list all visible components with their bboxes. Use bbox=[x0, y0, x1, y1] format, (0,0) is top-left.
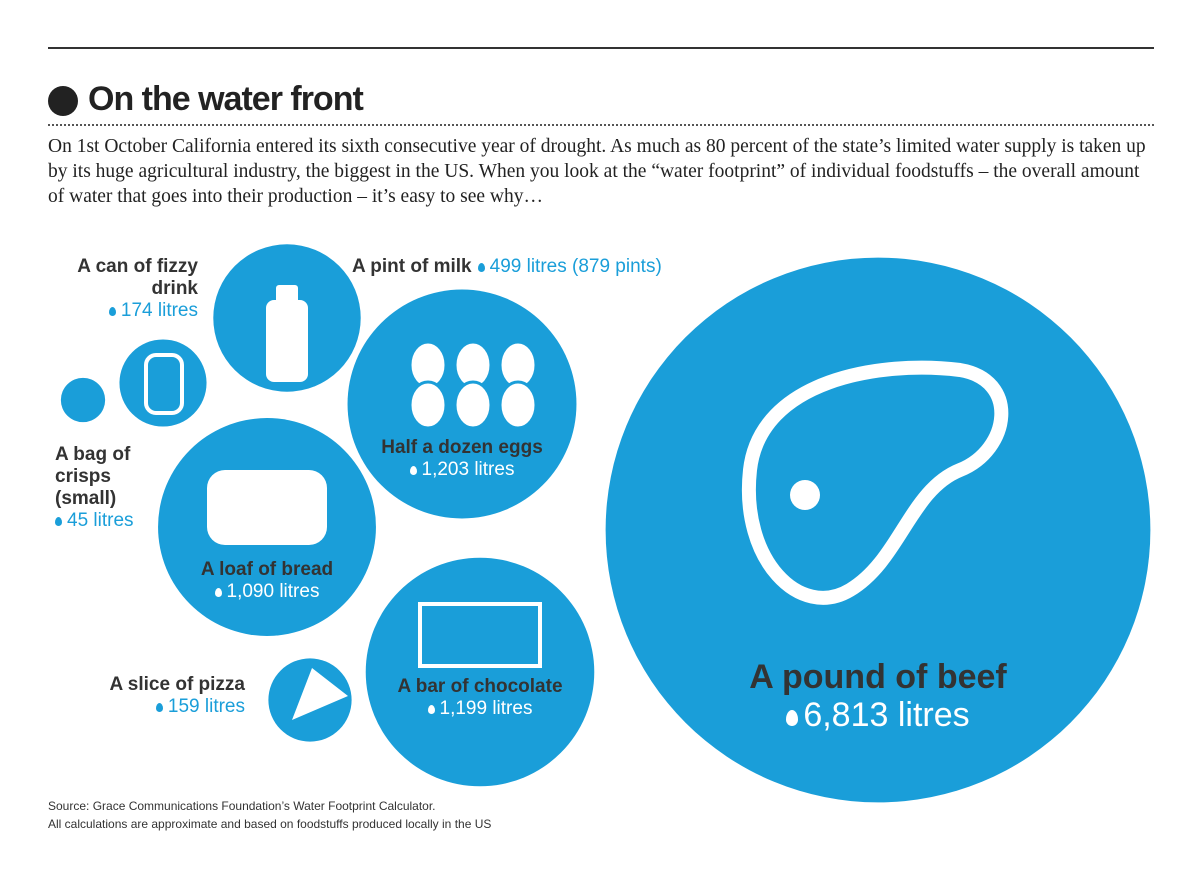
drop-icon bbox=[108, 307, 116, 316]
item-name: A bag of crisps (small) bbox=[55, 444, 131, 509]
pizza-icon bbox=[292, 668, 348, 720]
drop-icon bbox=[427, 705, 435, 714]
bubble-label: A loaf of bread 1,090 litres bbox=[167, 559, 367, 603]
egg-icon bbox=[498, 380, 538, 430]
milk-icon bbox=[276, 285, 298, 305]
bubble-label: Half a dozen eggs 1,203 litres bbox=[362, 437, 562, 481]
value-line: 45 litres bbox=[55, 510, 155, 532]
egg-icon bbox=[408, 380, 448, 430]
item-name: A bar of chocolate bbox=[397, 676, 563, 697]
drop-icon bbox=[409, 466, 417, 475]
milk-icon bbox=[266, 300, 308, 382]
bubble bbox=[60, 377, 106, 423]
beef-icon bbox=[741, 360, 1009, 605]
drop-icon bbox=[55, 517, 62, 526]
value-label: 6,813 litres bbox=[803, 696, 970, 734]
bubble-label: A bag of crisps (small) 45 litres bbox=[55, 444, 155, 532]
bread-icon bbox=[207, 470, 327, 545]
bubble-label: A pound of beef 6,813 litres bbox=[700, 658, 1056, 734]
chocolate-icon bbox=[418, 602, 542, 668]
drop-icon bbox=[155, 703, 163, 712]
source-line: Source: Grace Communications Foundation’… bbox=[48, 799, 436, 813]
value-label: 1,090 litres bbox=[226, 581, 320, 602]
source-line: All calculations are approximate and bas… bbox=[48, 817, 492, 831]
source: Source: Grace Communications Foundation’… bbox=[48, 797, 491, 833]
bubble bbox=[605, 257, 1151, 803]
value-label: 159 litres bbox=[167, 696, 245, 717]
value-line: 1,203 litres bbox=[362, 459, 562, 481]
value-line: 1,090 litres bbox=[167, 581, 367, 603]
chart-title: On the water front bbox=[88, 80, 364, 118]
value-label: 1,203 litres bbox=[421, 459, 515, 480]
item-name: A slice of pizza bbox=[109, 674, 246, 695]
bubble bbox=[119, 339, 207, 427]
value-line: 159 litres bbox=[60, 696, 245, 718]
dotted-rule bbox=[48, 124, 1154, 126]
item-name: A loaf of bread bbox=[200, 559, 334, 580]
drop-icon bbox=[214, 588, 222, 597]
title-icon bbox=[48, 86, 78, 116]
value-label: 499 litres (879 pints) bbox=[489, 256, 662, 277]
value-label: 45 litres bbox=[67, 510, 134, 531]
can-icon bbox=[144, 353, 184, 415]
beef-bone bbox=[790, 480, 820, 510]
value-label: 1,199 litres bbox=[439, 698, 533, 719]
value-label: 174 litres bbox=[120, 300, 198, 321]
item-name: A pound of beef bbox=[749, 658, 1007, 696]
value-line: 1,199 litres bbox=[370, 698, 590, 720]
drop-icon bbox=[477, 263, 485, 272]
item-name: Half a dozen eggs bbox=[381, 437, 543, 458]
bubble-label: A pint of milk 499 litres (879 pints) bbox=[352, 256, 772, 278]
egg-icon bbox=[453, 380, 493, 430]
drop-icon bbox=[786, 710, 799, 726]
bubble-label: A can of fizzy drink 174 litres bbox=[68, 256, 198, 322]
top-rule bbox=[48, 47, 1154, 49]
bubble-label: A slice of pizza 159 litres bbox=[60, 674, 246, 718]
value-line: 174 litres bbox=[68, 300, 198, 322]
bubble bbox=[365, 557, 595, 787]
value-line: 6,813 litres bbox=[700, 696, 1056, 734]
item-name: A pint of milk bbox=[352, 256, 472, 277]
value-line: 499 litres (879 pints) bbox=[477, 256, 662, 277]
bubble-label: A bar of chocolate 1,199 litres bbox=[370, 676, 590, 720]
item-name: A can of fizzy drink bbox=[77, 256, 198, 299]
subtitle: On 1st October California entered its si… bbox=[48, 136, 1146, 207]
